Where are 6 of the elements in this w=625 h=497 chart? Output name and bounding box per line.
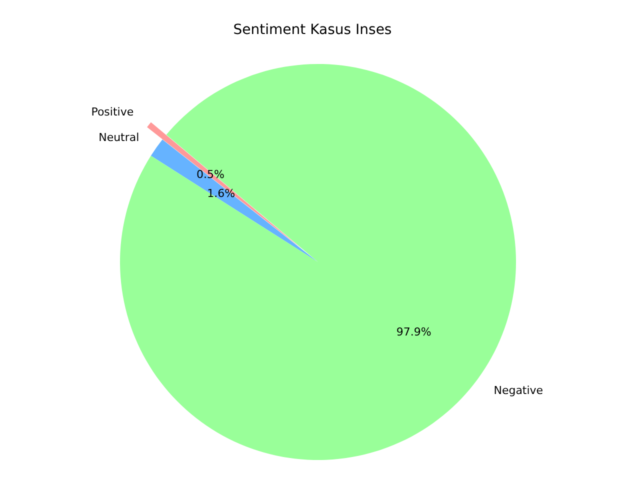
- slice-label: Neutral: [98, 131, 140, 144]
- data-label: 97.9%: [396, 326, 432, 339]
- chart-title: Sentiment Kasus Inses: [233, 22, 392, 38]
- slice-label: Negative: [494, 384, 544, 398]
- slice-label: Positive: [91, 106, 134, 119]
- data-label: 0.5%: [196, 168, 224, 182]
